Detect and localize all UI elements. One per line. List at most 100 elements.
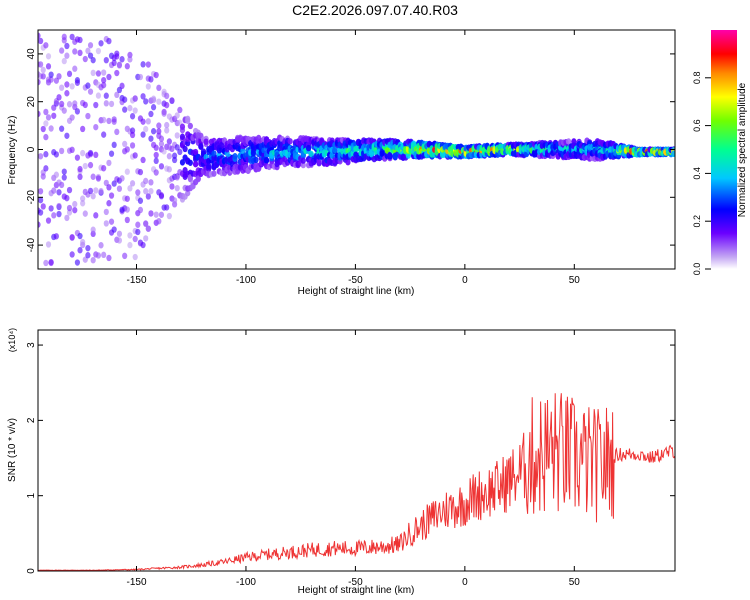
spectrogram-cell xyxy=(156,122,162,129)
snr-frame xyxy=(37,329,676,572)
spectrogram-cell xyxy=(85,82,91,89)
spectrogram-cell xyxy=(143,125,149,133)
spectrogram-cell xyxy=(106,184,112,191)
spectrogram-cell xyxy=(61,168,67,175)
spectrogram-cell xyxy=(127,56,133,63)
spectrogram-cell xyxy=(263,156,270,164)
spectrogram-marks xyxy=(38,32,675,267)
spectrogram-cell xyxy=(127,232,133,239)
x-tick-label: 50 xyxy=(569,275,581,286)
spectrogram-cell xyxy=(127,185,133,192)
spectrogram-cell xyxy=(69,33,75,41)
spectrogram-cell xyxy=(38,110,41,118)
snr-x-ticks: -150 -100 -50 0 50 xyxy=(126,330,580,588)
spectrogram-cell xyxy=(66,186,73,194)
spectrogram-cell xyxy=(145,83,151,90)
spectrogram-cell xyxy=(143,188,149,195)
spectrogram-cell xyxy=(145,118,151,125)
spectrogram-cell xyxy=(106,159,112,167)
spectrogram-cell xyxy=(153,144,159,151)
spectrogram-cell xyxy=(156,128,162,135)
spectrogram-cell xyxy=(240,147,246,155)
spectrogram-cell xyxy=(72,100,78,107)
spectrogram-cell xyxy=(174,184,180,192)
spectrogram-cell xyxy=(61,107,67,114)
snr-x-label: Height of straight line (km) xyxy=(298,585,415,596)
spectrogram-cell xyxy=(143,220,149,227)
spectrogram-cell xyxy=(156,84,162,92)
spectrogram-cell xyxy=(101,165,107,172)
spectrogram-cell xyxy=(77,165,83,173)
spectrogram-cell xyxy=(179,133,186,140)
spectrogram-cell xyxy=(69,83,75,90)
snr-panel: -150 -100 -50 0 50 0 1 2 3 Height of straight l… xyxy=(7,328,676,596)
spectrogram-cell xyxy=(64,81,70,88)
spectrogram-cell xyxy=(177,148,183,156)
spectrogram-cell xyxy=(87,42,94,49)
spectrogram-cell xyxy=(124,146,130,153)
spectrogram-cell xyxy=(137,168,144,176)
y-tick-label: 3 xyxy=(26,342,37,348)
colorbar-label: Normalized spectral amplitude xyxy=(737,82,748,217)
spectrogram-cell xyxy=(66,101,73,108)
spectrogram-cell xyxy=(140,131,146,138)
spectrogram-cell xyxy=(150,128,157,135)
spectrogram-cell xyxy=(193,160,199,168)
spectrogram-cell xyxy=(103,100,109,107)
spectrogram-cell xyxy=(43,108,49,116)
spectrogram-cell xyxy=(156,217,162,225)
spectrogram-cell xyxy=(95,175,102,182)
spectrogram-cell xyxy=(77,49,83,57)
spectrogram-cell xyxy=(143,235,149,242)
spectrogram-cell xyxy=(74,154,81,161)
spectrogram-cell xyxy=(59,100,65,108)
spectrogram-cell xyxy=(300,161,306,169)
spectrogram-cell xyxy=(74,79,81,86)
spectrogram-cell xyxy=(132,95,138,102)
spectrogram-cell xyxy=(158,140,165,148)
spectrogram-cell xyxy=(158,192,165,200)
x-tick-label: -100 xyxy=(236,275,256,286)
spectrogram-cell xyxy=(103,56,109,64)
spectrogram-cells xyxy=(38,32,675,267)
spectrogram-cell xyxy=(72,65,78,72)
spectrogram-cell xyxy=(56,94,62,101)
spectrogram-cell xyxy=(61,57,67,65)
spectrogram-x-ticks: -150 -100 -50 0 50 xyxy=(126,30,580,286)
spectrogram-cell xyxy=(66,204,73,212)
spectrogram-cell xyxy=(171,152,178,159)
spectrogram-cell xyxy=(185,189,191,197)
spectrogram-cell xyxy=(51,187,57,194)
spectrogram-cell xyxy=(135,228,141,236)
spectrogram-cell xyxy=(38,78,41,86)
y-tick-label: 0 xyxy=(26,146,37,152)
spectrogram-cell xyxy=(119,175,125,182)
spectrogram-cell xyxy=(38,209,44,216)
spectrogram-cell xyxy=(56,202,62,210)
spectrogram-cell xyxy=(93,212,99,219)
spectrogram-cell xyxy=(45,53,52,60)
spectrogram-cell xyxy=(122,106,128,113)
spectrogram-cell xyxy=(177,106,183,114)
spectrogram-cell xyxy=(153,71,159,79)
spectrogram-cell xyxy=(90,173,96,180)
spectrogram-cell xyxy=(106,37,112,45)
spectrogram-cell xyxy=(77,36,83,44)
spectrogram-cell xyxy=(129,113,136,120)
spectrogram-cell xyxy=(85,244,91,252)
spectrogram-cell xyxy=(103,220,109,227)
spectrogram-cell xyxy=(122,252,128,260)
spectrogram-cell xyxy=(59,147,65,155)
spectrogram-cell xyxy=(206,162,212,170)
spectrogram-cell xyxy=(77,173,83,181)
spectrogram-cell xyxy=(56,189,62,196)
spectrogram-cell xyxy=(87,149,94,157)
spectrogram-cell xyxy=(169,97,175,104)
spectrogram-cell xyxy=(80,149,86,157)
x-tick-label: -50 xyxy=(348,275,363,286)
spectrogram-cell xyxy=(124,206,130,213)
spectrogram-cell xyxy=(156,98,162,105)
spectrogram-cell xyxy=(38,221,41,228)
spectrogram-cell xyxy=(153,151,159,159)
